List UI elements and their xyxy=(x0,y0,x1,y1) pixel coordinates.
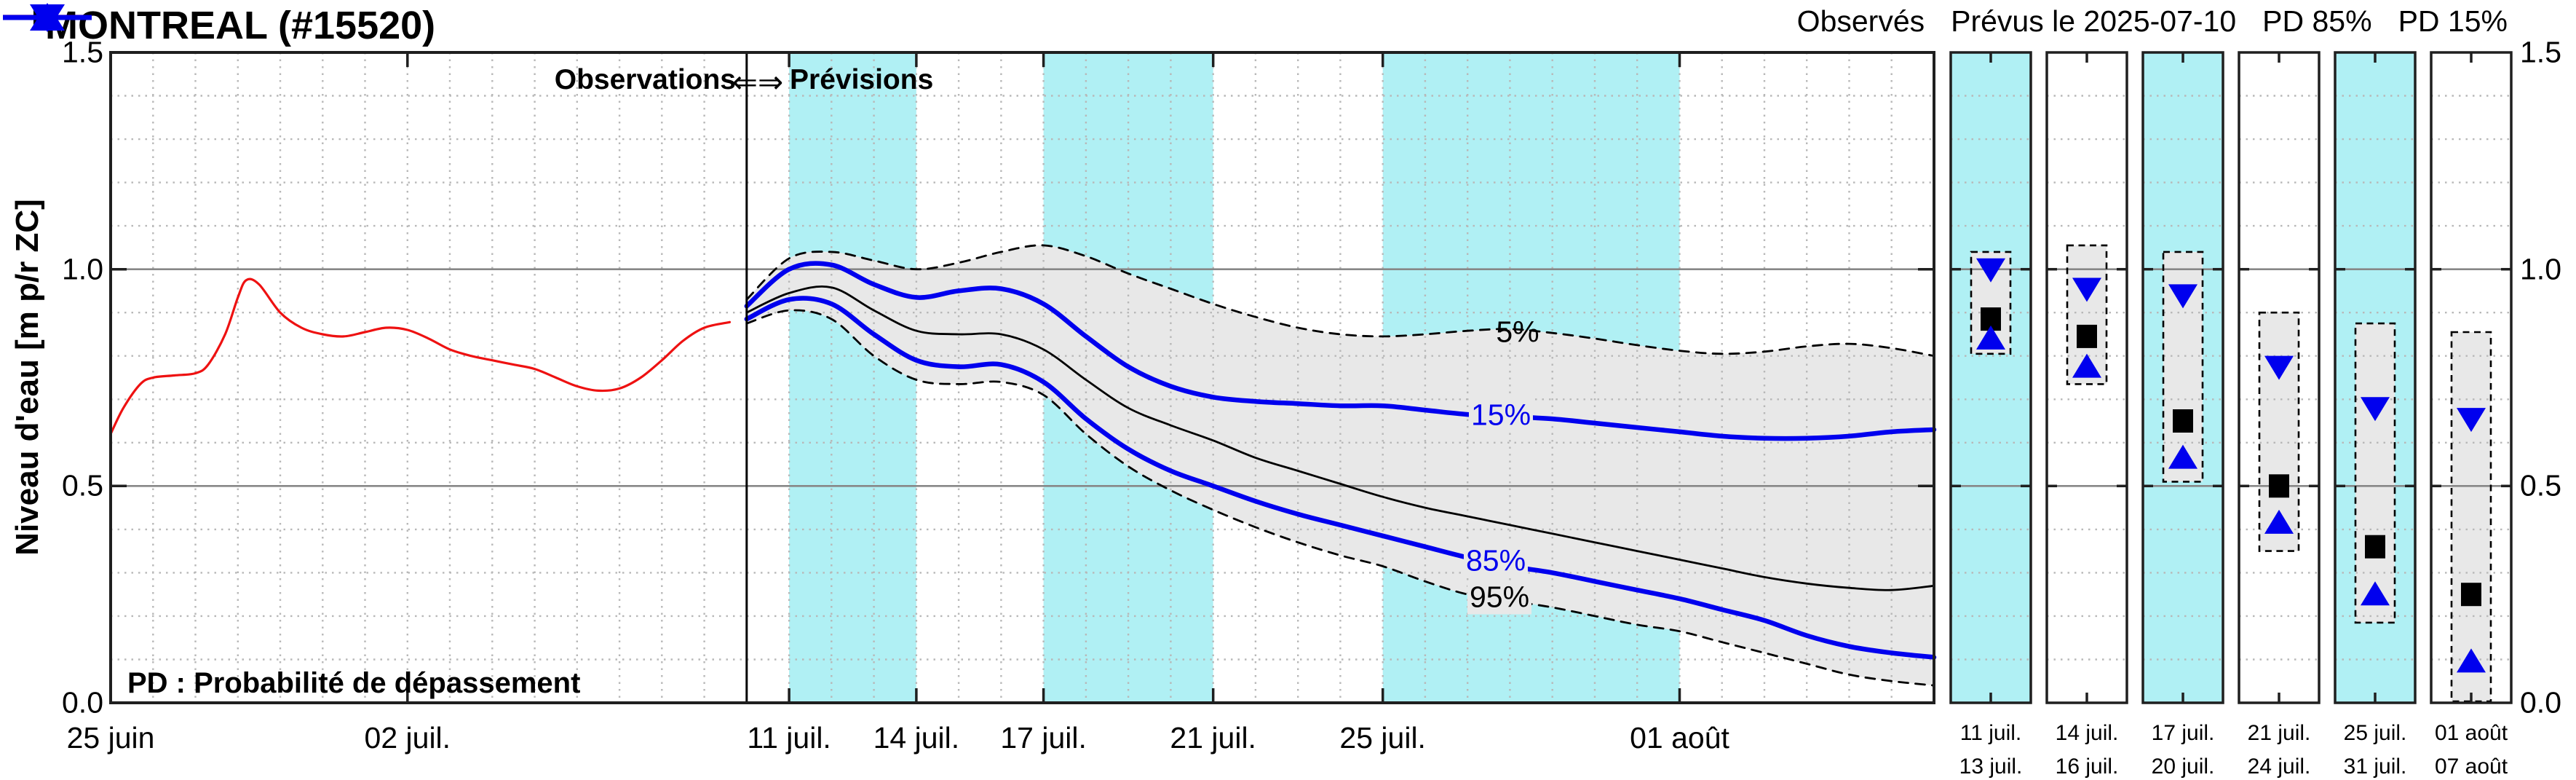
pd85-curve xyxy=(744,296,1937,660)
y-tick-label: 1.5 xyxy=(62,35,103,69)
curve-label-85pct: 85% xyxy=(1463,543,1529,578)
panel-date-start: 17 juil. xyxy=(2151,721,2215,745)
y-tick-label: 1.5 xyxy=(2520,35,2561,69)
panel-date-start: 11 juil. xyxy=(1959,721,2022,745)
median-marker xyxy=(2461,583,2481,607)
legend-label: PD 15% xyxy=(2398,4,2508,38)
x-tick-label: 25 juin xyxy=(66,721,155,755)
x-tick-label: 02 juil. xyxy=(364,721,451,755)
x-tick-label: 14 juil. xyxy=(873,721,960,755)
y-tick-label: 0.0 xyxy=(2520,685,2561,720)
median-marker xyxy=(2173,409,2193,433)
forecast-median-curve xyxy=(745,285,1935,591)
median-marker xyxy=(2365,535,2385,559)
pd85-marker xyxy=(2072,353,2101,378)
panel-date-start: 14 juil. xyxy=(2055,721,2119,745)
panel-date-end: 24 juil. xyxy=(2247,755,2311,779)
curve-label-5pct: 5% xyxy=(1496,315,1539,349)
pd85-marker xyxy=(2457,648,2486,673)
y-tick-label: 1.0 xyxy=(62,252,103,286)
y-tick-label: 0.0 xyxy=(62,685,103,720)
panel-range-box xyxy=(1970,251,2012,355)
pd15-curve xyxy=(744,261,1937,441)
forecast-period-band xyxy=(789,52,916,703)
y-tick-label: 1.0 xyxy=(2520,252,2561,286)
panel-date-start: 25 juil. xyxy=(2343,721,2407,745)
legend-label: Observés xyxy=(1796,4,1925,38)
curve-label-95pct: 95% xyxy=(1467,580,1532,615)
panel-background xyxy=(1951,52,2031,703)
panel-range-box xyxy=(2066,244,2108,385)
pd95-curve xyxy=(745,309,1935,687)
pd15-marker xyxy=(2457,408,2486,433)
observed-curve xyxy=(109,277,732,436)
pd15-marker xyxy=(2168,284,2197,309)
x-tick-label: 01 août xyxy=(1630,721,1729,755)
pd5-curve xyxy=(745,244,1935,358)
panel-range-box xyxy=(2450,331,2492,703)
pd15-marker xyxy=(2361,397,2390,422)
panel-date-start: 01 août xyxy=(2434,721,2508,745)
panel-range-box xyxy=(2162,251,2204,483)
plot-border xyxy=(109,51,1935,704)
pd15-marker xyxy=(1976,258,2005,283)
previsions-label: Prévisions xyxy=(790,64,934,95)
pd15-marker xyxy=(2264,355,2294,380)
legend: Observés Prévus le 2025-07-10 PD 85% PD … xyxy=(0,0,2508,42)
pd85-marker xyxy=(1976,325,2005,350)
pd-definition-note: PD : Probabilité de dépassement xyxy=(127,667,581,699)
x-tick-label: 17 juil. xyxy=(1000,721,1087,755)
pd15-marker xyxy=(2072,277,2101,302)
panel-date-start: 21 juil. xyxy=(2247,721,2311,745)
chart-title: MONTREAL (#15520) xyxy=(45,4,436,47)
legend-item-forecast-median: Prévus le 2025-07-10 xyxy=(3,4,2237,39)
y-axis-title: Niveau d'eau [m p/r ZC] xyxy=(9,199,45,556)
y-tick-label: 0.5 xyxy=(62,468,103,503)
pd85-marker xyxy=(2361,581,2390,606)
forecast-envelope xyxy=(746,245,1934,686)
median-marker xyxy=(2269,474,2289,498)
legend-label: Prévus le 2025-07-10 xyxy=(1951,4,2237,38)
panel-date-end: 07 août xyxy=(2434,755,2508,779)
legend-item-pd15: PD 15% xyxy=(3,4,2508,39)
panel-range-box-fill xyxy=(2452,332,2491,701)
panel-range-box xyxy=(2258,311,2300,552)
pd85-marker xyxy=(2168,444,2197,469)
legend-item-observed: Observés xyxy=(3,4,1925,39)
pd85-marker xyxy=(2264,509,2294,534)
panel-date-end: 13 juil. xyxy=(1959,755,2023,779)
observations-previsions-arrow-icon: ⇐⇒ xyxy=(732,65,784,99)
curve-label-15pct: 15% xyxy=(1468,398,1534,433)
panel-date-end: 20 juil. xyxy=(2151,755,2215,779)
x-tick-label: 25 juil. xyxy=(1339,721,1426,755)
x-tick-label: 21 juil. xyxy=(1170,721,1256,755)
legend-item-pd85: PD 85% xyxy=(3,3,2372,39)
panel-date-end: 31 juil. xyxy=(2343,755,2407,779)
panel-range-box-fill xyxy=(2355,323,2395,623)
y-tick-label: 0.5 xyxy=(2520,468,2561,503)
pd15-triangle-down-icon xyxy=(3,4,92,32)
observations-label: Observations xyxy=(554,64,736,95)
median-marker xyxy=(2077,324,2097,348)
x-tick-label: 11 juil. xyxy=(747,721,831,755)
panel-date-end: 16 juil. xyxy=(2055,755,2119,779)
legend-label: PD 85% xyxy=(2262,4,2372,38)
